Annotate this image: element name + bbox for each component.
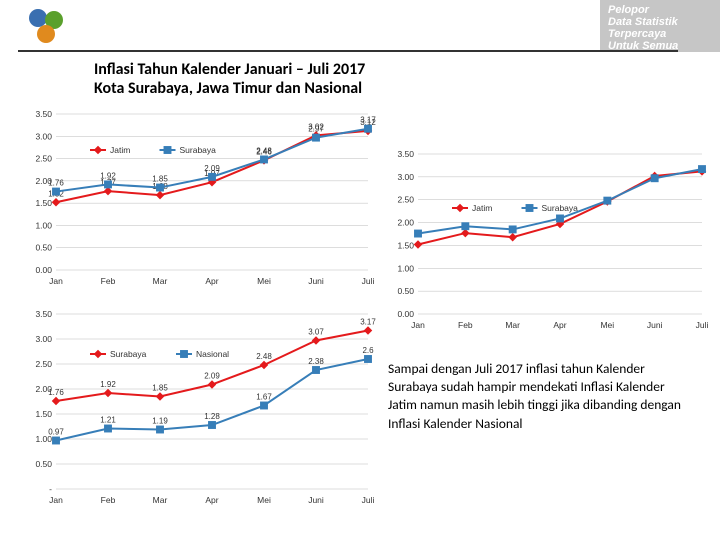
svg-text:Mei: Mei [600,320,614,330]
svg-text:Juni: Juni [308,495,324,505]
svg-text:Surabaya: Surabaya [110,349,147,359]
chart-surabaya-nasional: -0.501.001.502.002.503.003.50JanFebMarAp… [24,310,374,505]
svg-text:2.48: 2.48 [256,146,272,155]
svg-text:Jatim: Jatim [472,203,492,213]
svg-text:1.85: 1.85 [152,175,168,184]
svg-text:2.50: 2.50 [35,359,52,369]
tagline-2: Data Statistik [608,16,712,28]
svg-text:3.00: 3.00 [35,334,52,344]
svg-text:3.00: 3.00 [35,131,52,141]
paragraph: Sampai dengan Juli 2017 inflasi tahun Ka… [388,360,688,433]
svg-text:1.50: 1.50 [35,409,52,419]
svg-text:3.07: 3.07 [308,328,324,337]
svg-text:Surabaya: Surabaya [542,203,579,213]
svg-text:Juni: Juni [647,320,663,330]
svg-text:1.19: 1.19 [152,417,168,426]
svg-text:1.21: 1.21 [100,416,116,425]
svg-text:3.17: 3.17 [360,116,376,125]
svg-text:Jan: Jan [411,320,425,330]
svg-text:Mar: Mar [153,276,168,286]
svg-text:Mei: Mei [257,276,271,286]
svg-text:3.17: 3.17 [360,318,376,327]
svg-text:1.92: 1.92 [100,380,116,389]
tagline-box: Pelopor Data Statistik Terpercaya Untuk … [600,0,720,52]
svg-text:1.00: 1.00 [35,220,52,230]
page-title: Inflasi Tahun Kalender Januari – Juli 20… [94,60,365,98]
svg-text:2.38: 2.38 [308,357,324,366]
svg-text:Apr: Apr [205,495,218,505]
svg-text:Juni: Juni [308,276,324,286]
svg-text:Mar: Mar [153,495,168,505]
chart-jatim-surabaya-small: 0.00 0.50 1.00 1.50 2.00 2.50 3.00 3.50 Jan Feb Ma… [388,150,708,330]
svg-text:Mei: Mei [257,495,271,505]
svg-text:2.50: 2.50 [397,195,414,205]
svg-text:Jatim: Jatim [110,145,130,155]
header: Pelopor Data Statistik Terpercaya Untuk … [0,0,720,56]
tagline-1: Pelopor [608,4,712,16]
svg-text:1.92: 1.92 [100,171,116,180]
svg-text:Feb: Feb [458,320,473,330]
title-line-2: Kota Surabaya, Jawa Timur dan Nasional [94,79,365,98]
svg-text:0.97: 0.97 [48,428,64,437]
svg-text:3.00: 3.00 [397,172,414,182]
title-line-1: Inflasi Tahun Kalender Januari – Juli 20… [94,60,365,79]
chart-jatim-surabaya: 0.000.501.001.502.002.503.003.50JanFebMa… [24,110,374,286]
svg-text:0.50: 0.50 [35,459,52,469]
svg-text:Surabaya: Surabaya [180,145,217,155]
svg-text:2.48: 2.48 [256,352,272,361]
tagline-3: Terpercaya [608,28,712,40]
svg-text:Feb: Feb [101,495,116,505]
svg-text:1.67: 1.67 [256,393,272,402]
svg-text:2.97: 2.97 [308,125,324,134]
svg-text:3.50: 3.50 [35,309,52,319]
svg-text:Juli: Juli [362,495,375,505]
svg-text:0.00: 0.00 [35,265,52,275]
svg-text:Nasional: Nasional [196,349,229,359]
svg-text:Apr: Apr [553,320,566,330]
svg-text:0.50: 0.50 [35,243,52,253]
svg-text:2.09: 2.09 [204,164,220,173]
svg-text:1.00: 1.00 [397,263,414,273]
svg-text:1.76: 1.76 [48,388,64,397]
svg-text:1.85: 1.85 [152,384,168,393]
header-rule [18,50,678,52]
svg-text:Jan: Jan [49,495,63,505]
svg-text:0.50: 0.50 [397,286,414,296]
svg-text:Jan: Jan [49,276,63,286]
svg-text:1.50: 1.50 [397,240,414,250]
svg-text:Apr: Apr [205,276,218,286]
svg-text:2.09: 2.09 [204,372,220,381]
svg-text:1.50: 1.50 [35,198,52,208]
svg-text:Juli: Juli [362,276,375,286]
svg-text:1.76: 1.76 [48,179,64,188]
svg-text:2.50: 2.50 [35,154,52,164]
svg-text:2.6: 2.6 [362,346,374,355]
svg-text:0.00: 0.00 [397,309,414,319]
svg-text:Juli: Juli [696,320,709,330]
svg-text:1.28: 1.28 [204,412,220,421]
svg-text:3.50: 3.50 [397,149,414,159]
svg-text:Mar: Mar [505,320,520,330]
svg-text:3.50: 3.50 [35,109,52,119]
svg-text:-: - [49,484,52,494]
svg-text:2.00: 2.00 [397,218,414,228]
bps-logo [24,4,68,48]
svg-text:Feb: Feb [101,276,116,286]
